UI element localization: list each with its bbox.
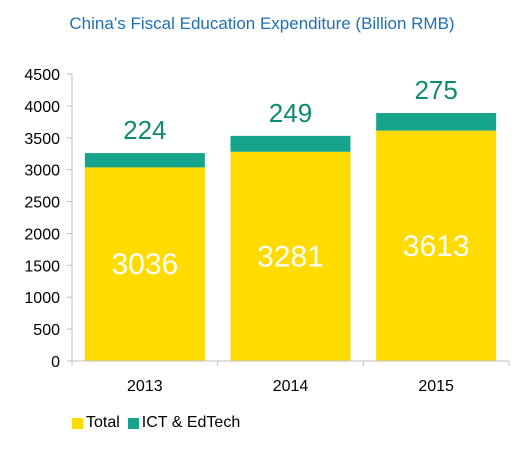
legend-label-total: Total [86,414,120,431]
legend-item-total: Total [72,414,120,432]
y-tick-label: 2000 [24,226,60,243]
y-tick-label: 3500 [24,131,60,148]
legend-item-ict-edtech: ICT & EdTech [127,414,241,432]
data-label-total-2014: 3281 [257,240,324,273]
x-tick-label: 2014 [273,378,309,395]
x-tick-label: 2015 [418,378,454,395]
data-label-ict-edtech-2013: 224 [123,115,166,145]
data-label-ict-edtech-2015: 275 [414,75,457,105]
y-tick-label: 500 [33,322,60,339]
legend-swatch-ict-edtech [127,417,139,429]
bar-total-2015 [376,130,497,361]
bar-total-2013 [84,167,205,361]
data-label-ict-edtech-2014: 249 [269,98,312,128]
data-labels: 3036 224 3281 249 3613 275 [111,75,469,281]
legend-swatch-total [72,417,83,429]
y-tick-label: 1500 [24,258,60,275]
y-tick-label: 4500 [24,67,60,84]
data-label-total-2013: 3036 [111,248,178,281]
y-axis: 0 500 1000 1500 2000 2500 3000 3500 4000 4500 [24,67,73,371]
legend-label-ict-edtech: ICT & EdTech [141,414,241,431]
bars [84,113,497,361]
y-tick-label: 2500 [24,195,60,212]
y-tick-label: 4000 [24,99,60,116]
y-tick-label: 1000 [24,290,60,307]
bar-total-2014 [230,151,351,361]
legend: Total ICT & EdTech [72,414,248,432]
x-axis: 2013 2014 2015 [71,360,510,395]
y-tick-label: 0 [51,354,60,371]
bar-ict-edtech-2013 [84,153,205,168]
x-tick-label: 2013 [127,378,163,395]
bar-ict-edtech-2014 [230,135,351,152]
y-tick-label: 3000 [24,163,60,180]
bar-ict-edtech-2015 [376,113,497,131]
data-label-total-2015: 3613 [403,230,470,263]
chart-title: China’s Fiscal Education Expenditure (Bi… [69,14,455,33]
